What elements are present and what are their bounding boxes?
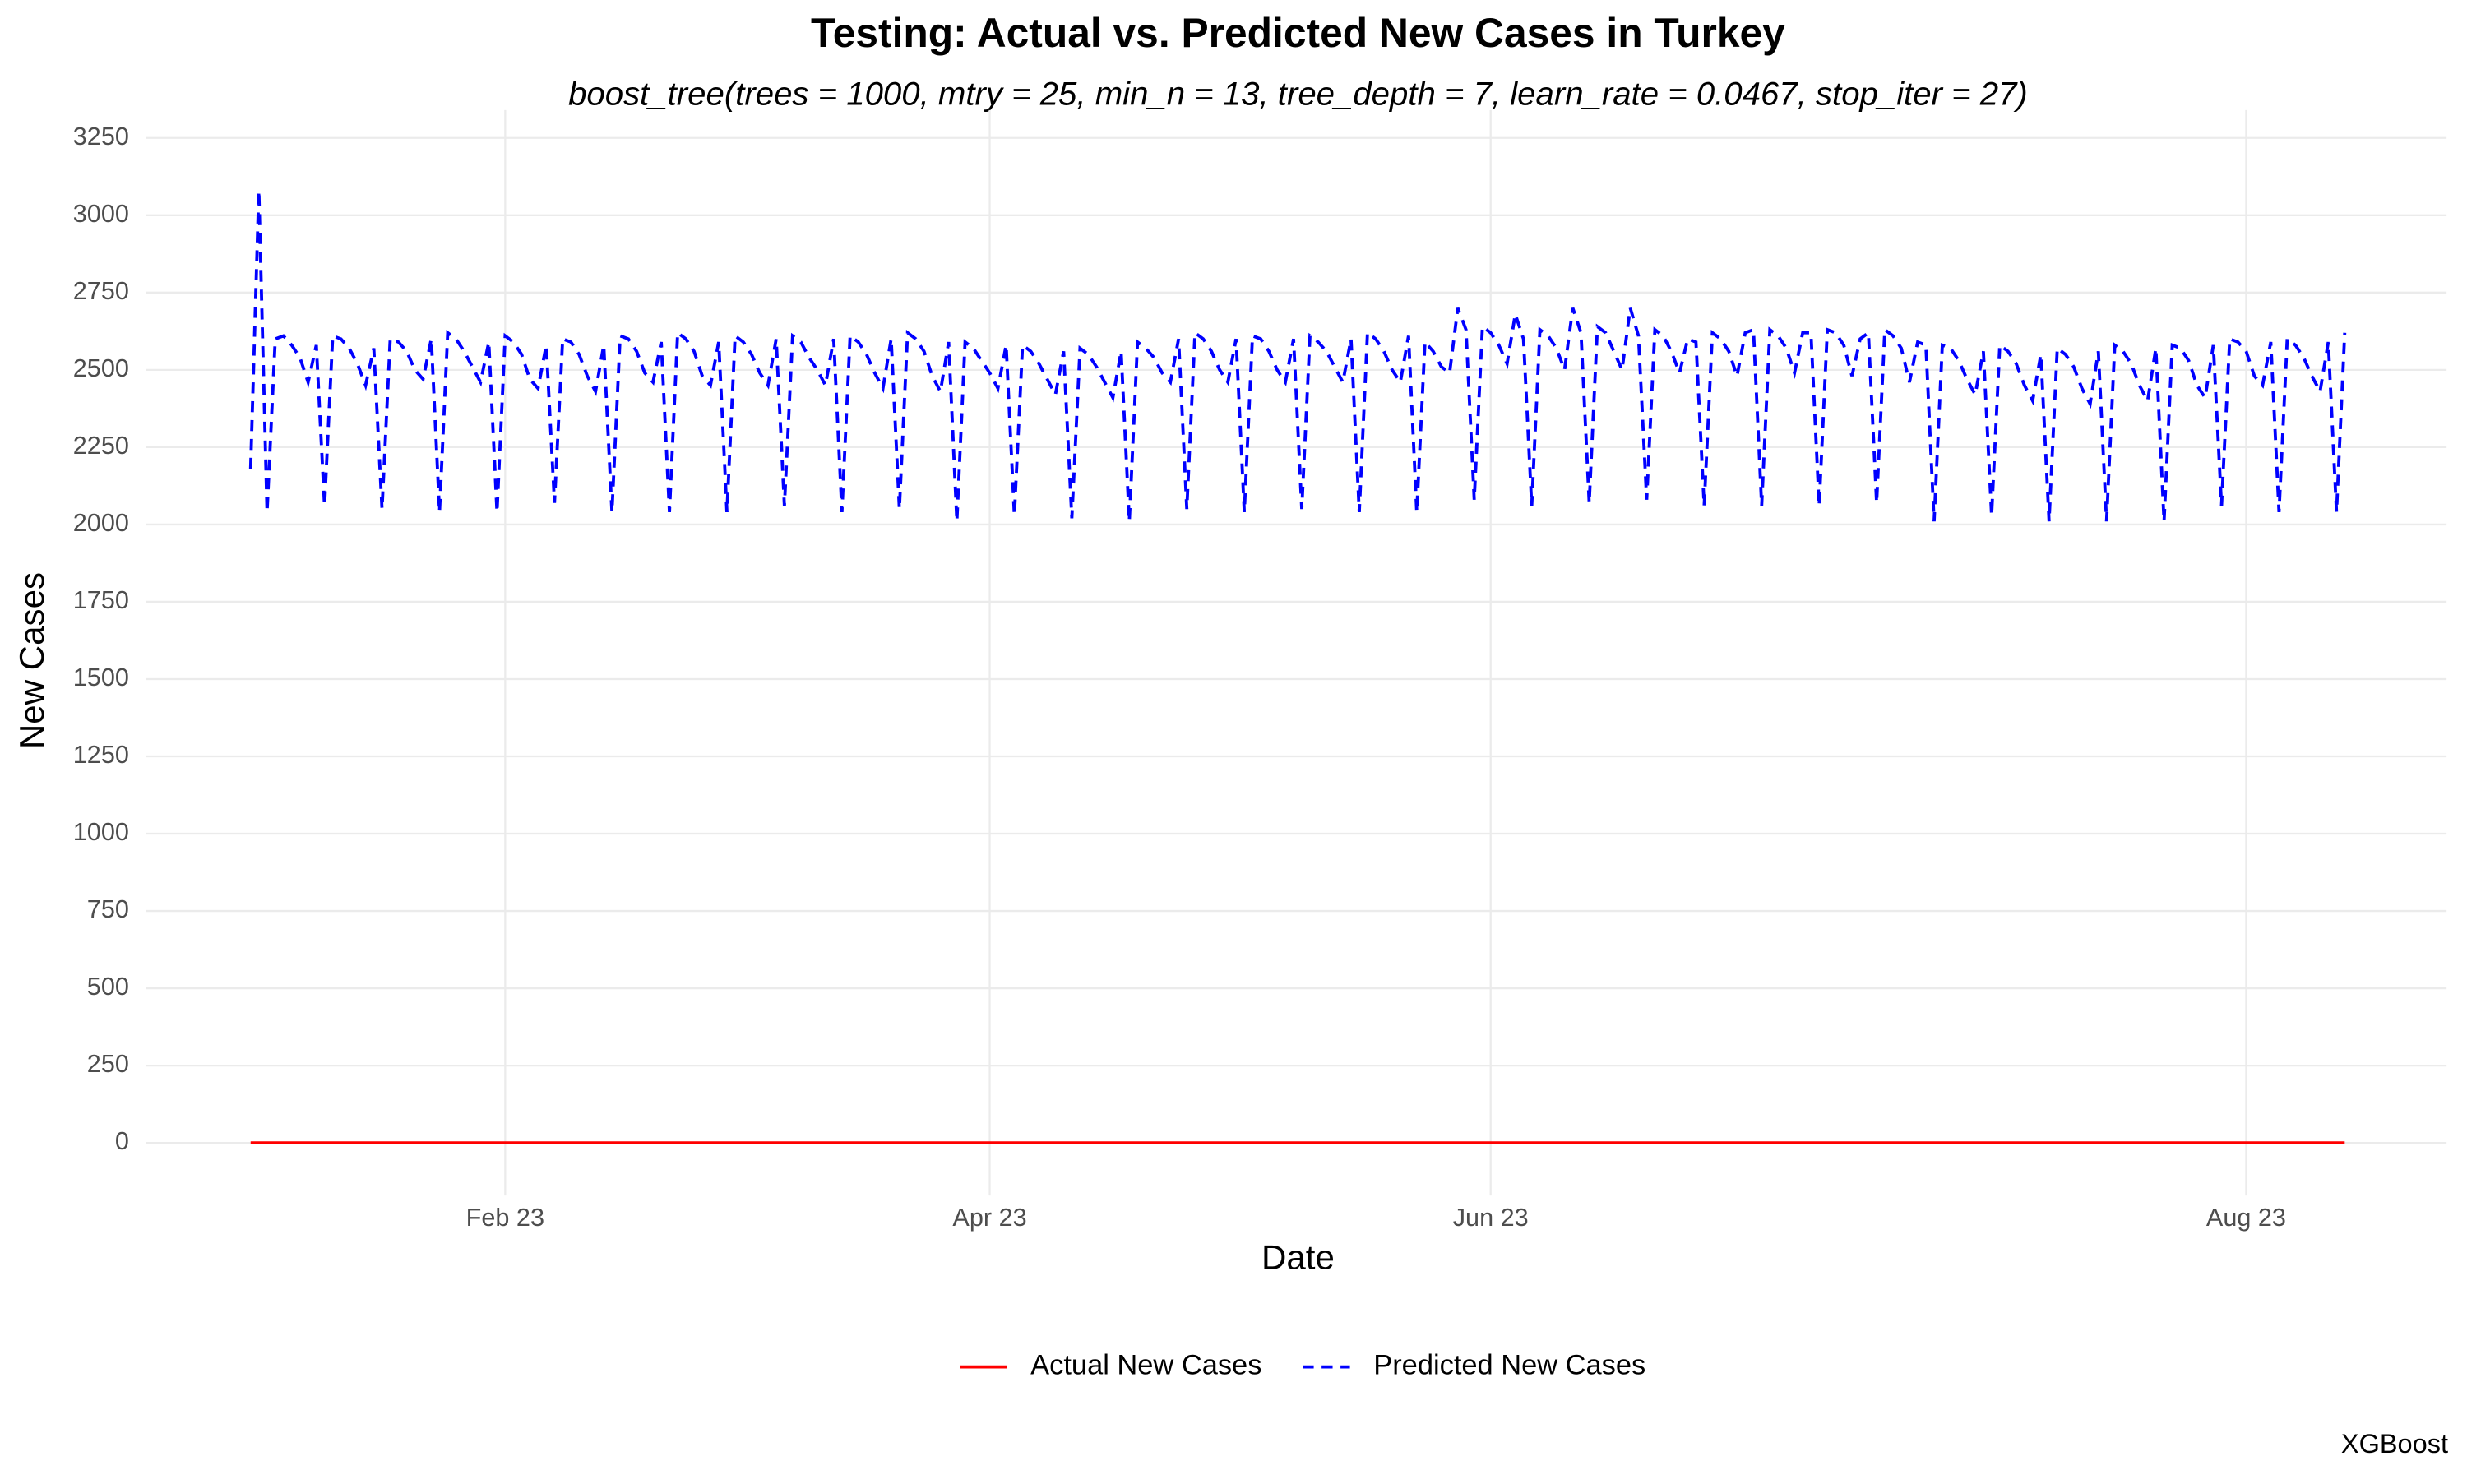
y-tick-label: 1000 bbox=[73, 818, 129, 846]
y-tick-label: 0 bbox=[115, 1127, 129, 1155]
x-tick-label: Feb 23 bbox=[466, 1204, 544, 1232]
y-tick-label: 2250 bbox=[73, 432, 129, 460]
y-tick-label: 250 bbox=[87, 1050, 129, 1078]
y-tick-label: 3000 bbox=[73, 200, 129, 228]
x-tick-label: Apr 23 bbox=[952, 1204, 1026, 1232]
y-tick-label: 500 bbox=[87, 973, 129, 1001]
y-tick-label: 2500 bbox=[73, 354, 129, 382]
y-tick-label: 2750 bbox=[73, 277, 129, 305]
y-tick-label: 750 bbox=[87, 895, 129, 923]
x-axis-label: Date bbox=[1261, 1238, 1335, 1277]
chart-subtitle: boost_tree(trees = 1000, mtry = 25, min_… bbox=[568, 75, 2028, 112]
y-tick-label: 2000 bbox=[73, 509, 129, 537]
line-series bbox=[248, 190, 2347, 522]
chart-title: Testing: Actual vs. Predicted New Cases … bbox=[811, 10, 1785, 56]
x-tick-label: Aug 23 bbox=[2206, 1204, 2286, 1232]
y-tick-label: 1750 bbox=[73, 586, 129, 614]
x-tick-label: Jun 23 bbox=[1453, 1204, 1529, 1232]
y-tick-label: 1500 bbox=[73, 663, 129, 691]
legend-label: Actual New Cases bbox=[1030, 1350, 1261, 1381]
caption: XGBoost bbox=[2341, 1429, 2448, 1459]
y-tick-label: 1250 bbox=[73, 741, 129, 769]
legend-label: Predicted New Cases bbox=[1373, 1350, 1645, 1381]
y-tick-label: 3250 bbox=[73, 123, 129, 150]
y-axis-label: New Cases bbox=[12, 572, 51, 749]
